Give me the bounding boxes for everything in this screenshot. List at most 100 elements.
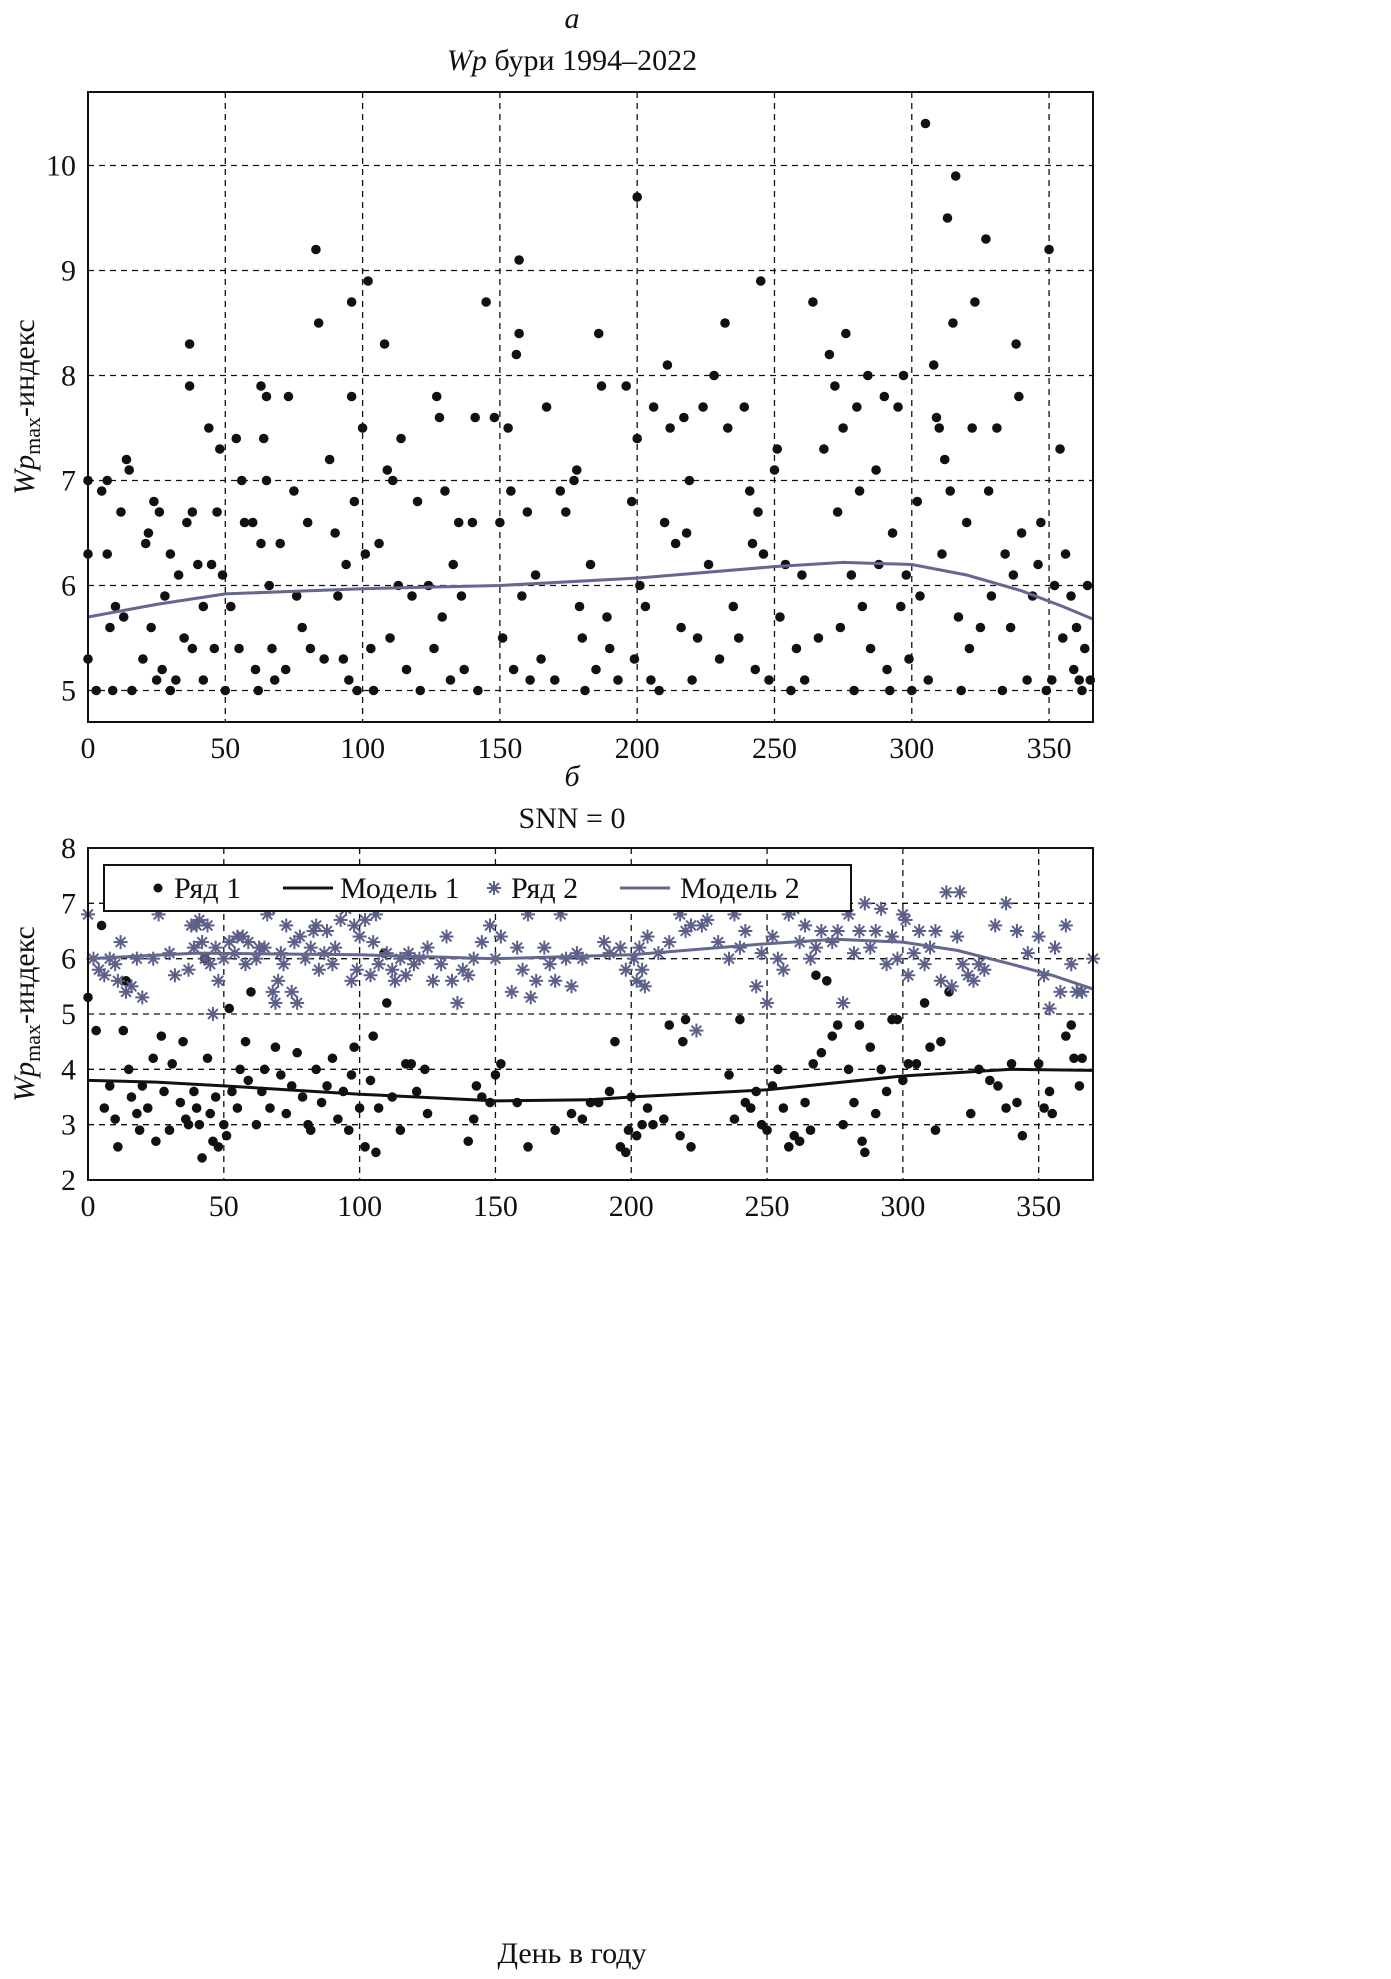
panel-b-star-point: [195, 935, 210, 950]
panel-a-data-point: [217, 570, 228, 580]
panel-b-star-point: [977, 962, 992, 977]
panel-b-data-point: [892, 1014, 903, 1025]
panel-b-star-point: [398, 968, 413, 983]
panel-b-star-point: [241, 935, 256, 950]
panel-b-data-point: [265, 1103, 275, 1113]
panel-a-data-point: [670, 538, 681, 549]
panel-b-star-point: [988, 918, 1003, 933]
panel-a-data-point: [722, 423, 733, 433]
panel-a-data-point: [846, 570, 857, 580]
panel-b-star-point: [129, 951, 144, 966]
panel-a-data-point: [453, 517, 464, 528]
panel-b-star-point: [1047, 940, 1062, 955]
panel-a-data-point: [269, 675, 280, 685]
panel-a-axes-frame: [87, 91, 1094, 723]
panel-b-data-point: [134, 1125, 145, 1135]
panel-a-data-point: [319, 654, 329, 664]
panel-a-data-point: [1055, 444, 1065, 454]
panel-a-data-point: [915, 591, 925, 601]
panel-b-star-point: [387, 973, 402, 988]
panel-b-star-point: [597, 935, 612, 950]
panel-b-star-point: [347, 918, 362, 933]
panel-b-star-point: [284, 984, 299, 999]
panel-b-data-point: [1012, 1097, 1022, 1108]
panel-b-data-point: [965, 1108, 976, 1119]
panel-a-data-point: [473, 685, 483, 696]
panel-a-data-point: [497, 633, 508, 643]
panel-a-data-point: [412, 496, 423, 507]
panel-b-star-point: [722, 951, 737, 966]
panel-a-data-point: [728, 601, 739, 612]
panel-b-data-point: [311, 1064, 321, 1075]
panel-b-data-point: [316, 1097, 327, 1108]
panel-b-data-point: [224, 1003, 235, 1014]
panel-b-data-point: [936, 1036, 946, 1047]
panel-b-star-point: [776, 962, 791, 977]
panel-b-star-point: [738, 924, 753, 938]
panel-b-data-point: [104, 1081, 115, 1091]
panel-b-data-point: [197, 1153, 207, 1163]
panel-b-ylabel: Wpmax-индекс: [8, 926, 45, 1102]
panel-a-data-point: [775, 612, 785, 622]
panel-b-star-point: [271, 973, 286, 988]
panel-a-data-point: [904, 654, 914, 664]
panel-b-ylabel-rest: -индекс: [8, 926, 41, 1024]
panel-b-data-point: [126, 1092, 137, 1102]
panel-a-data-point: [481, 297, 491, 307]
panel-b-data-point: [360, 1142, 370, 1152]
panel-a-data-point: [640, 601, 651, 612]
panel-a-data-point: [289, 486, 299, 496]
panel-a-data-point: [799, 675, 810, 685]
panel-b-star-point: [602, 946, 617, 961]
panel-b-data-point: [930, 1125, 941, 1135]
panel-b-data-point: [148, 1053, 158, 1064]
panel-a-data-point: [341, 559, 351, 570]
panel-a-ytick-label: 7: [61, 465, 76, 498]
panel-a-ytick-label: 10: [46, 150, 76, 183]
panel-a-data-point: [852, 402, 862, 412]
panel-a-data-point: [764, 675, 774, 685]
panel-b-data-point: [202, 1053, 213, 1064]
panel-a-data-point: [338, 654, 349, 664]
panel-b-data-point: [623, 1125, 634, 1135]
panel-a-data-point: [110, 601, 121, 612]
panel-a-title-italic: Wp: [447, 44, 487, 77]
legend-star-glyph: [487, 881, 501, 895]
panel-b-star-point: [700, 912, 715, 927]
panel-a-data-point: [96, 486, 107, 496]
panel-b-data-point: [870, 1108, 881, 1119]
panel-a-data-point: [1047, 675, 1057, 685]
panel-a-ylabel: Wpmax-индекс: [8, 319, 45, 495]
panel-a-data-point: [198, 601, 209, 612]
panel-b-ytick-label: 5: [61, 998, 76, 1031]
panel-a-data-point: [964, 643, 975, 654]
panel-a-data-point: [151, 675, 162, 685]
panel-b-data-point: [411, 1086, 422, 1097]
panel-b-star-point: [276, 957, 291, 972]
panel-b-ytick-label: 6: [61, 943, 76, 976]
panel-b-data-point: [735, 1014, 745, 1025]
panel-b-data-point: [118, 1025, 129, 1036]
panel-a-data-point: [456, 591, 467, 601]
panel-a-data-point: [333, 591, 343, 601]
panel-b-data-point: [371, 1147, 381, 1158]
panel-b-data-point: [854, 1020, 865, 1030]
panel-a-data-point: [714, 654, 725, 664]
panel-b-data-point: [91, 1025, 101, 1036]
panel-a-data-point: [997, 685, 1008, 696]
panel-a-data-point: [514, 328, 524, 339]
panel-b-data-point: [259, 1064, 270, 1075]
panel-b-data-point: [189, 1086, 199, 1097]
panel-b-data-point: [876, 1064, 886, 1075]
panel-a-ylabel-rest: -индекс: [8, 319, 41, 417]
panel-a-data-point: [165, 685, 176, 696]
panel-a-xtick-label: 200: [615, 732, 660, 765]
panel-a-data-point: [753, 507, 763, 517]
panel-a-data-point: [157, 664, 167, 675]
panel-a-xtick-label: 350: [1027, 732, 1072, 765]
panel-b-data-point: [281, 1108, 292, 1119]
panel-b-data-point: [305, 1125, 316, 1135]
panel-b-data-point: [577, 1114, 588, 1124]
panel-a-data-point: [344, 675, 354, 685]
panel-a-data-point: [857, 601, 868, 612]
